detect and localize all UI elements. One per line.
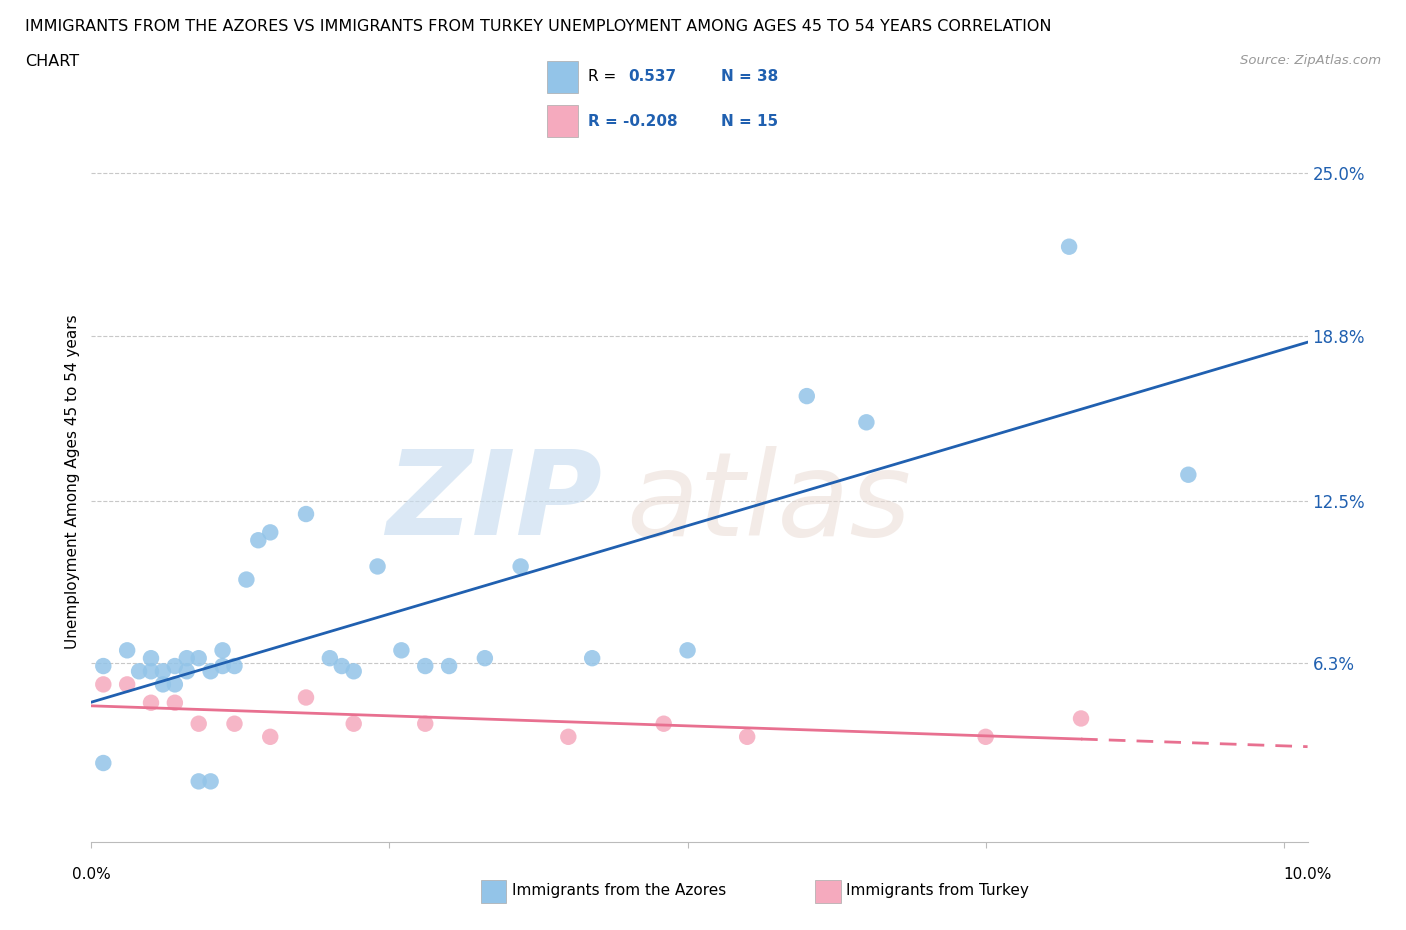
Text: 0.0%: 0.0% <box>72 867 111 882</box>
Text: atlas: atlas <box>627 445 911 560</box>
Text: R =: R = <box>588 69 616 84</box>
Point <box>855 415 877 430</box>
Text: N = 38: N = 38 <box>721 69 778 84</box>
Point <box>224 716 246 731</box>
Text: CHART: CHART <box>25 54 79 69</box>
Point <box>343 716 366 731</box>
Point <box>163 677 186 692</box>
Point <box>974 729 997 744</box>
Point <box>259 729 281 744</box>
Point <box>139 651 162 666</box>
Point <box>437 658 460 673</box>
Point <box>187 774 209 789</box>
Point <box>509 559 531 574</box>
Point <box>1070 711 1092 726</box>
Point <box>319 651 342 666</box>
Point <box>211 643 233 658</box>
Point <box>676 643 699 658</box>
Point <box>91 755 114 770</box>
Point <box>163 658 186 673</box>
Point <box>139 664 162 679</box>
Point <box>187 716 209 731</box>
Point <box>115 643 138 658</box>
Bar <box>547 105 578 137</box>
Point <box>389 643 412 658</box>
Point <box>367 559 389 574</box>
Point <box>735 729 758 744</box>
Point <box>1057 239 1080 254</box>
Text: 0.537: 0.537 <box>628 69 676 84</box>
Point <box>581 651 603 666</box>
Point <box>247 533 270 548</box>
Point <box>152 664 174 679</box>
Point <box>200 664 222 679</box>
Text: R = -0.208: R = -0.208 <box>588 114 678 129</box>
Text: 10.0%: 10.0% <box>1284 867 1331 882</box>
Point <box>235 572 257 587</box>
Point <box>295 507 318 522</box>
Point <box>413 716 436 731</box>
Point <box>557 729 579 744</box>
Bar <box>547 61 578 93</box>
Point <box>652 716 675 731</box>
Text: Source: ZipAtlas.com: Source: ZipAtlas.com <box>1240 54 1381 67</box>
Point <box>176 664 198 679</box>
Point <box>163 696 186 711</box>
Point <box>91 677 114 692</box>
Text: IMMIGRANTS FROM THE AZORES VS IMMIGRANTS FROM TURKEY UNEMPLOYMENT AMONG AGES 45 : IMMIGRANTS FROM THE AZORES VS IMMIGRANTS… <box>25 19 1052 33</box>
Point <box>176 651 198 666</box>
Point <box>128 664 150 679</box>
Point <box>139 696 162 711</box>
Point <box>343 664 366 679</box>
Point <box>152 677 174 692</box>
Text: ZIP: ZIP <box>387 445 602 561</box>
Point <box>187 651 209 666</box>
Point <box>330 658 353 673</box>
Point <box>259 525 281 539</box>
Text: Immigrants from the Azores: Immigrants from the Azores <box>512 884 725 898</box>
Point <box>224 658 246 673</box>
Point <box>200 774 222 789</box>
Point <box>295 690 318 705</box>
Point <box>796 389 818 404</box>
Point <box>91 658 114 673</box>
Text: N = 15: N = 15 <box>721 114 778 129</box>
Point <box>474 651 496 666</box>
Point <box>1177 467 1199 482</box>
Point <box>211 658 233 673</box>
Text: Immigrants from Turkey: Immigrants from Turkey <box>846 884 1029 898</box>
Y-axis label: Unemployment Among Ages 45 to 54 years: Unemployment Among Ages 45 to 54 years <box>65 314 80 648</box>
Point <box>115 677 138 692</box>
Point <box>413 658 436 673</box>
